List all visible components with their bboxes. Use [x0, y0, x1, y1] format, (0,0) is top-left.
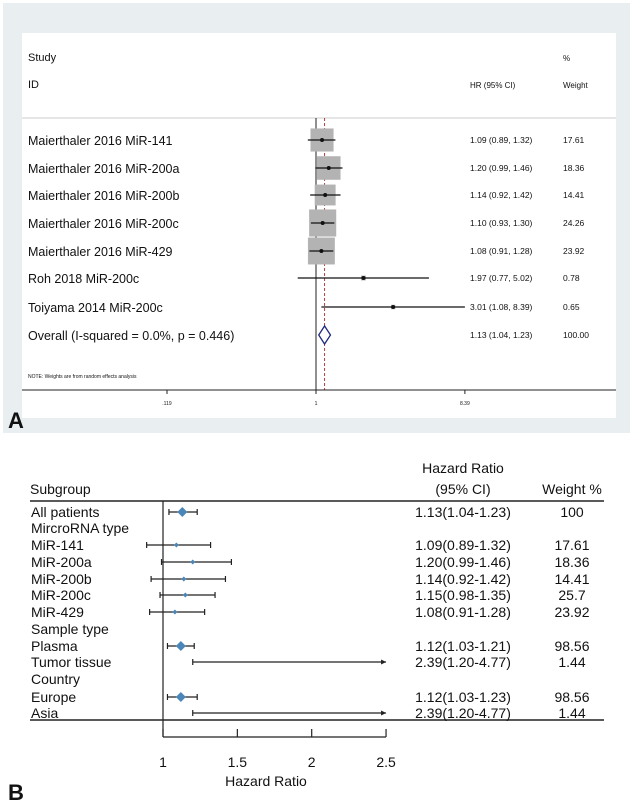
point-estimate — [326, 166, 331, 170]
weight-value: 98.56 — [554, 638, 589, 654]
header-hazard-ratio: Hazard Ratio — [422, 460, 504, 476]
point-estimate-diamond — [181, 576, 187, 582]
hr-value: 3.01 (1.08, 8.39) — [470, 302, 533, 312]
weight-value: 25.7 — [558, 587, 585, 603]
overall-diamond — [317, 324, 332, 346]
x-tick-label: 1 — [159, 754, 167, 770]
point-estimate — [320, 221, 325, 225]
hr-value: 1.12(1.03-1.21) — [415, 638, 511, 654]
subgroup-label: MiR-429 — [31, 604, 84, 620]
panel-label-a: A — [8, 408, 24, 433]
header-subgroup: Subgroup — [30, 481, 91, 497]
point-estimate-diamond — [173, 542, 179, 548]
hr-value: 1.13(1.04-1.23) — [415, 504, 511, 520]
subgroup-heading: Sample type — [31, 621, 109, 637]
weight-value: 0.65 — [563, 302, 580, 312]
x-tick-label: 1.5 — [228, 754, 248, 770]
subgroup-label: MiR-200b — [31, 571, 92, 587]
overall-hr-value: 1.13 (1.04, 1.23) — [470, 330, 533, 340]
point-estimate-diamond — [175, 641, 186, 651]
weight-value: 14.41 — [554, 571, 589, 587]
weight-value: 18.36 — [554, 554, 589, 570]
hr-value: 1.20 (0.99, 1.46) — [470, 163, 533, 173]
study-label: Toiyama 2014 MiR-200c — [28, 301, 163, 315]
hr-value: 1.14(0.92-1.42) — [415, 571, 511, 587]
point-estimate-diamond — [177, 507, 188, 517]
subgroup-label: All patients — [31, 504, 99, 520]
x-tick-label: 8.39 — [460, 401, 470, 407]
hr-value: 1.09 (0.89, 1.32) — [470, 135, 533, 145]
weight-value: 1.44 — [558, 705, 585, 721]
subgroup-heading: MircroRNA type — [31, 520, 129, 536]
point-estimate-diamond — [190, 559, 196, 565]
header-ci: (95% CI) — [435, 481, 490, 497]
weight-value: 98.56 — [554, 689, 589, 705]
footnote: NOTE: Weights are from random effects an… — [28, 374, 137, 380]
x-tick-label: 2.5 — [376, 754, 396, 770]
subgroup-label: Asia — [31, 705, 58, 721]
hr-value: 1.08(0.91-1.28) — [415, 604, 511, 620]
hr-value: 1.14 (0.92, 1.42) — [470, 190, 533, 200]
ci-arrow — [381, 710, 387, 716]
study-label: Maierthaler 2016 MiR-141 — [28, 134, 173, 148]
hr-value: 1.97 (0.77, 5.02) — [470, 273, 533, 283]
study-label: Maierthaler 2016 MiR-200b — [28, 189, 180, 203]
hr-value: 2.39(1.20-4.77) — [415, 705, 511, 721]
header-weight-pct: Weight % — [542, 481, 602, 497]
point-estimate — [361, 276, 366, 280]
weight-value: 14.41 — [563, 190, 585, 200]
hr-value: 1.12(1.03-1.23) — [415, 689, 511, 705]
header-pct: % — [563, 54, 570, 63]
weight-value: 1.44 — [558, 654, 585, 670]
weight-value: 23.92 — [554, 604, 589, 620]
hr-value: 1.10 (0.93, 1.30) — [470, 218, 533, 228]
point-estimate — [323, 193, 328, 197]
point-estimate — [391, 305, 396, 309]
subgroup-label: MiR-141 — [31, 537, 84, 553]
weight-value: 0.78 — [563, 273, 580, 283]
hr-value: 1.08 (0.91, 1.28) — [470, 246, 533, 256]
header-weight: Weight — [563, 81, 589, 90]
overall-label: Overall (I-squared = 0.0%, p = 0.446) — [28, 329, 234, 343]
point-estimate-diamond — [182, 592, 188, 598]
point-estimate — [319, 249, 324, 253]
x-tick-label: .119 — [162, 401, 172, 407]
hr-value: 1.20(0.99-1.46) — [415, 554, 511, 570]
x-tick-label: 2 — [308, 754, 316, 770]
subgroup-heading: Country — [31, 671, 80, 687]
weight-value: 17.61 — [554, 537, 589, 553]
subgroup-label: Europe — [31, 689, 76, 705]
hr-value: 1.15(0.98-1.35) — [415, 587, 511, 603]
subgroup-label: MiR-200a — [31, 554, 92, 570]
subgroup-label: Plasma — [31, 638, 78, 654]
overall-weight-value: 100.00 — [563, 330, 589, 340]
study-label: Maierthaler 2016 MiR-200c — [28, 217, 179, 231]
subgroup-label: MiR-200c — [31, 587, 91, 603]
point-estimate — [320, 138, 325, 142]
weight-value: 24.26 — [563, 218, 585, 228]
weight-value: 100 — [560, 504, 584, 520]
study-label: Maierthaler 2016 MiR-429 — [28, 245, 173, 259]
x-axis-label: Hazard Ratio — [225, 773, 307, 789]
subgroup-label: Tumor tissue — [31, 654, 112, 670]
header-hr: HR (95% CI) — [470, 81, 516, 90]
ci-arrow — [381, 659, 387, 665]
hr-value: 2.39(1.20-4.77) — [415, 654, 511, 670]
weight-value: 17.61 — [563, 135, 585, 145]
header-id: ID — [28, 79, 39, 91]
header-study: Study — [28, 52, 57, 64]
x-tick-label: 1 — [315, 401, 318, 407]
study-label: Roh 2018 MiR-200c — [28, 272, 139, 286]
weight-value: 23.92 — [563, 246, 585, 256]
point-estimate-diamond — [175, 692, 186, 702]
study-label: Maierthaler 2016 MiR-200a — [28, 162, 180, 176]
hr-value: 1.09(0.89-1.32) — [415, 537, 511, 553]
weight-value: 18.36 — [563, 163, 585, 173]
panel-label-b: B — [8, 780, 24, 803]
point-estimate-diamond — [172, 609, 178, 615]
